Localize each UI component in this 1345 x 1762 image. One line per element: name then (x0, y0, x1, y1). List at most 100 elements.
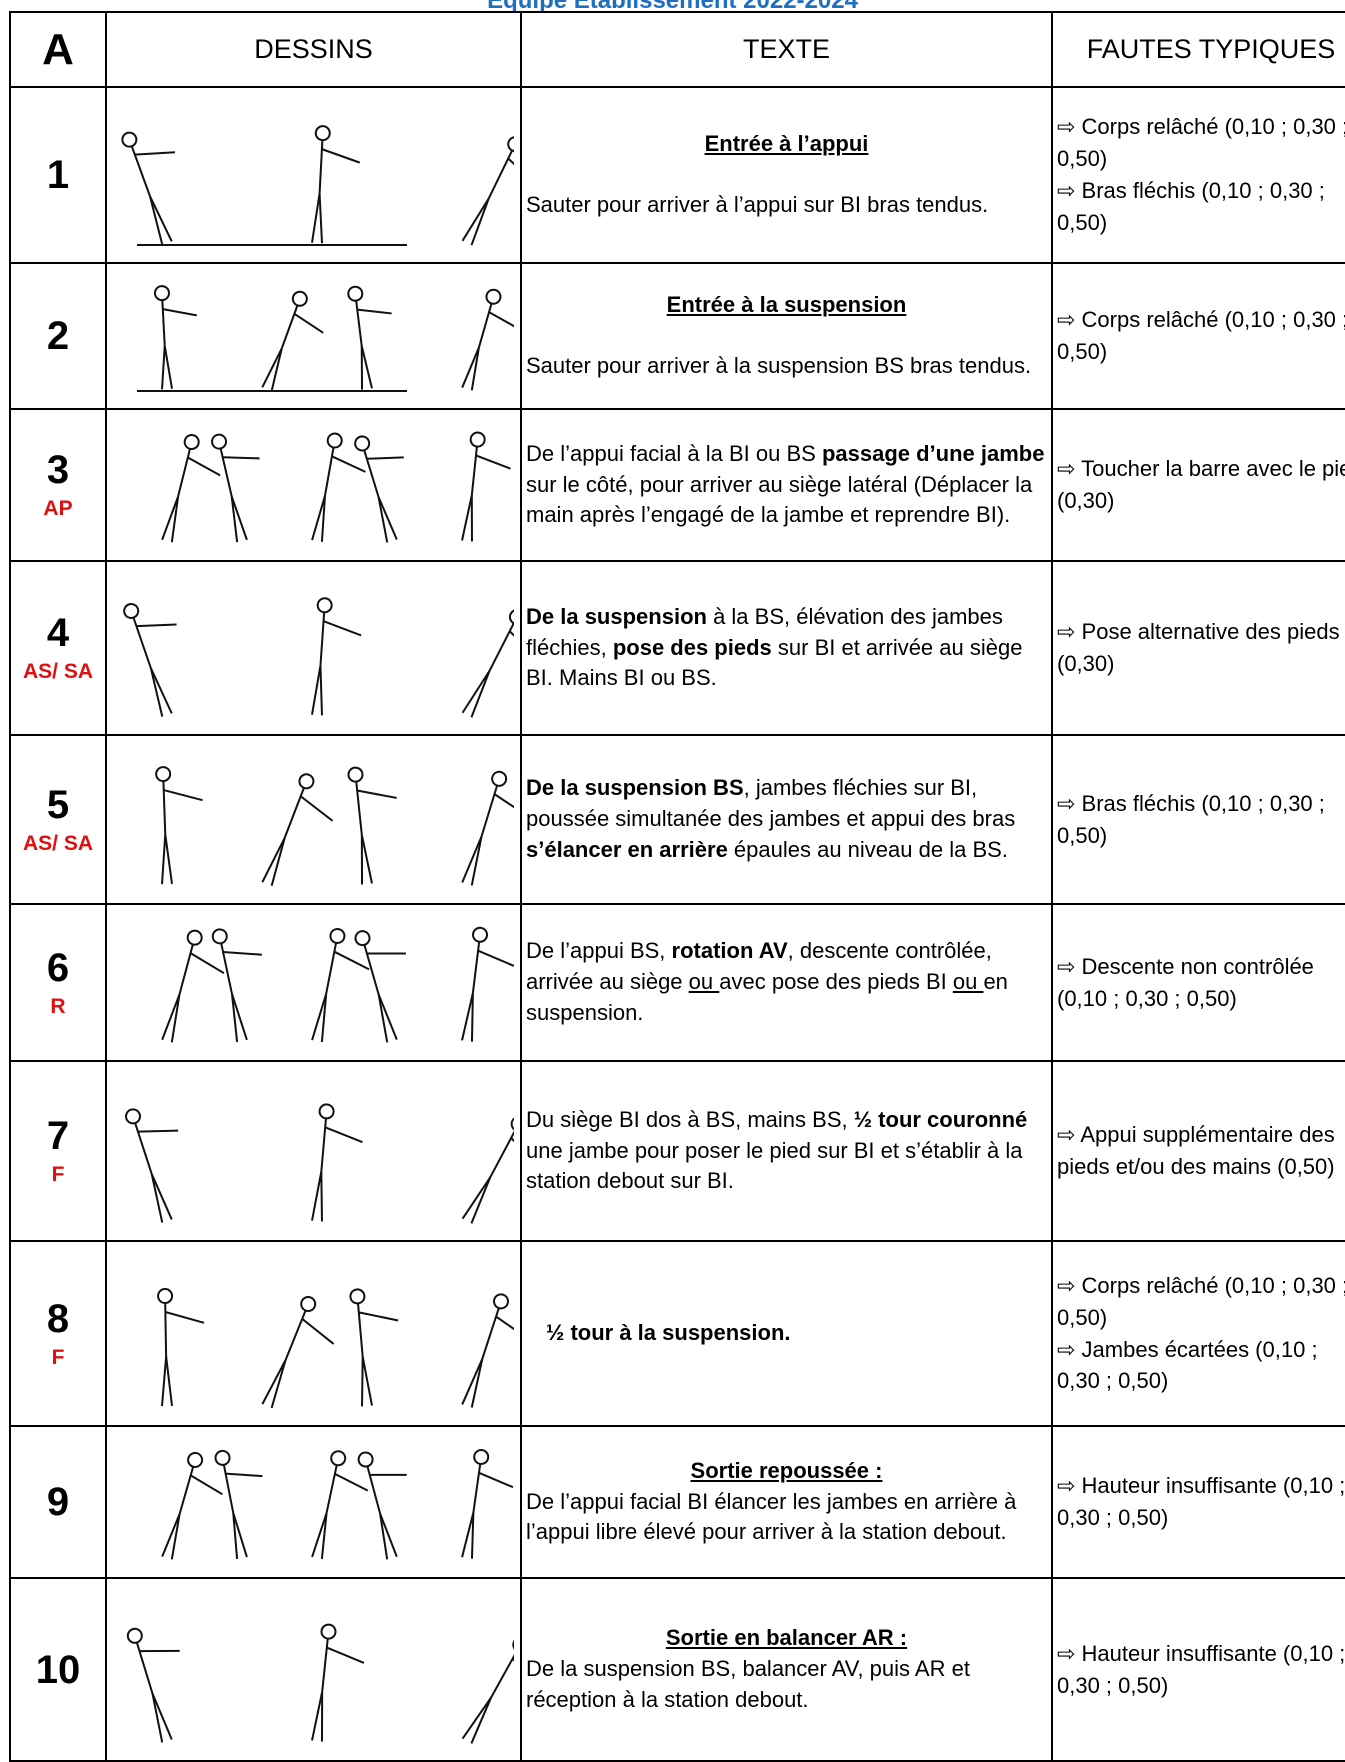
text-body: Sauter pour arriver à la suspension BS b… (526, 351, 1047, 382)
drawing (157, 1288, 514, 1409)
table-row: 4 AS/ SA De la suspension à la BS, élévati… (9, 560, 1345, 736)
text-run: épaules au niveau de la BS. (727, 836, 1008, 862)
text-run: ½ tour à la suspension. (546, 1320, 791, 1346)
fault-item: ⇨ Toucher la barre avec le pied (0,30) (1057, 456, 1345, 513)
gymnast-drawing (261, 773, 334, 887)
row-number: 9 (46, 1480, 70, 1524)
faults-cell: ⇨ Appui supplémentaire des pieds et/ou d… (1051, 1060, 1345, 1242)
row-code: F (51, 1345, 65, 1369)
fault-item: ⇨ Corps relâché (0,10 ; 0,30 ; 0,50) (1057, 114, 1345, 172)
gymnast-drawing (461, 1448, 514, 1559)
drawing (161, 431, 511, 543)
gymnast-drawing (311, 432, 366, 542)
gymnast-drawing (214, 1449, 263, 1560)
row-number: 6 (46, 945, 70, 990)
row-number: 2 (46, 314, 70, 358)
gymnast-drawing (461, 1293, 514, 1408)
text-run: , jambes fléchies sur BI, poussée simult… (526, 775, 1016, 832)
faults-cell: ⇨ Pose alternative des pieds (0,30) (1051, 560, 1345, 736)
text-run: ou (688, 969, 720, 995)
column-header: FAUTES TYPIQUES (1051, 11, 1345, 88)
drawing-cell (105, 1240, 522, 1427)
text-run: De l’appui BS, (526, 938, 672, 964)
drawing (137, 285, 514, 392)
drawing-cell (105, 86, 522, 264)
text-cell: Sortie en balancer AR : De la suspension … (520, 1577, 1053, 1762)
gymnast-drawing (261, 290, 324, 391)
gymnast-drawing (311, 927, 370, 1043)
row-code: AP (43, 497, 73, 521)
text-heading: Sortie en balancer AR : (665, 1625, 908, 1651)
text-cell: Entrée à la suspension Sauter pour arrive… (520, 262, 1053, 410)
gymnast-drawing (311, 1450, 369, 1560)
row-label-cell: 4 AS/ SA (9, 560, 107, 736)
text-body: ½ tour à la suspension. (546, 1318, 1047, 1349)
gymnast-drawing (157, 1288, 205, 1407)
row-code: AS/ SA (22, 660, 93, 684)
table-row: 3 AP De l’appui facial à la BI ou BS passa… (9, 408, 1345, 562)
text-body: De l’appui BS, rotation AV, descente con… (526, 936, 1047, 1028)
text-cell: De la suspension à la BS, élévation des … (520, 560, 1053, 736)
gymnast-drawing (125, 1108, 179, 1223)
column-header: TEXTE (520, 11, 1053, 88)
gymnast-drawing (153, 285, 197, 390)
gymnast-drawing (357, 1451, 407, 1560)
text-run: , descente contrôlée, arrivée au siège (526, 938, 992, 995)
text-run: De la suspension BS (526, 775, 744, 801)
row-code: F (51, 1163, 65, 1187)
gymnast-drawing (311, 125, 361, 244)
faults-cell: ⇨ Toucher la barre avec le pied (0,30) (1051, 408, 1345, 562)
gymnast-drawing (461, 1636, 514, 1744)
row-code: R (50, 994, 66, 1018)
row-number: 4 (46, 611, 70, 656)
faults-cell: ⇨ Bras fléchis (0,10 ; 0,30 ; 0,50) (1051, 734, 1345, 905)
fault-item: ⇨ Corps relâché (0,10 ; 0,30 ; 0,50) (1057, 1272, 1345, 1330)
gymnast-drawing (461, 136, 514, 246)
gymnast-drawing (354, 435, 404, 543)
gymnast-drawing (123, 602, 177, 717)
fault-item: ⇨ Hauteur insuffisante (0,10 ; 0,30 ; 0,… (1057, 1640, 1345, 1698)
text-run: Sauter pour arriver à la suspension BS b… (526, 353, 1032, 378)
gymnast-drawing (311, 1623, 365, 1742)
text-cell: Du siège BI dos à BS, mains BS, ½ tour c… (520, 1060, 1053, 1242)
text-body: De la suspension BS, balancer AV, puis A… (526, 1654, 1047, 1716)
row-number: 1 (46, 153, 70, 197)
text-run: ou (952, 969, 984, 995)
fault-item: ⇨ Corps relâché (0,10 ; 0,30 ; 0,50) (1057, 307, 1345, 364)
text-run: De la suspension (526, 603, 707, 629)
row-label-cell: 3 AP (9, 408, 107, 562)
text-run: sur BI et arrivée au siège BI. Mains BI … (526, 634, 1023, 691)
column-header: A (9, 11, 107, 88)
gymnast-drawing (461, 431, 511, 542)
faults-cell: ⇨ Descente non contrôlée (0,10 ; 0,30 ; … (1051, 903, 1345, 1062)
text-heading: Entrée à la suspension (666, 292, 907, 318)
fault-item: ⇨ Hauteur insuffisante (0,10 ; 0,30 ; 0,… (1057, 1473, 1345, 1530)
gymnast-drawing (261, 1296, 335, 1409)
fault-item: ⇨ Descente non contrôlée (0,10 ; 0,30 ; … (1057, 953, 1314, 1011)
gymnast-drawing (461, 608, 514, 718)
column-header: DESSINS (105, 11, 522, 88)
table-row: 10 Sortie en balancer AR : De la suspensio… (9, 1577, 1345, 1762)
faults-cell: ⇨ Hauteur insuffisante (0,10 ; 0,30 ; 0,… (1051, 1577, 1345, 1762)
drawing-cell (105, 560, 522, 736)
text-run: sur le côté, pour arriver au siège latér… (526, 471, 1033, 528)
text-body: Sauter pour arriver à l’appui sur BI bra… (526, 190, 1047, 221)
text-cell: Entrée à l’appui Sauter pour arriver à l’… (520, 86, 1053, 264)
gymnast-drawing (461, 1115, 514, 1224)
gymnast-drawing (461, 926, 514, 1042)
gymnast-drawing (347, 766, 397, 885)
text-cell: De l’appui facial à la BI ou BS passage … (520, 408, 1053, 562)
text-run: De l’appui facial BI élancer les jambes … (526, 1488, 1017, 1545)
gymnast-drawing (347, 285, 392, 390)
text-cell: De l’appui BS, rotation AV, descente con… (520, 903, 1053, 1062)
table-row: 6 R De l’appui BS, rotation AV, descente c… (9, 903, 1345, 1062)
text-heading: Entrée à l’appui (704, 131, 869, 157)
row-label-cell: 10 (9, 1577, 107, 1762)
drawing-cell (105, 734, 522, 905)
text-body: De la suspension BS, jambes fléchies sur… (526, 773, 1047, 865)
row-label-cell: 2 (9, 262, 107, 410)
gymnast-drawing (161, 929, 225, 1043)
